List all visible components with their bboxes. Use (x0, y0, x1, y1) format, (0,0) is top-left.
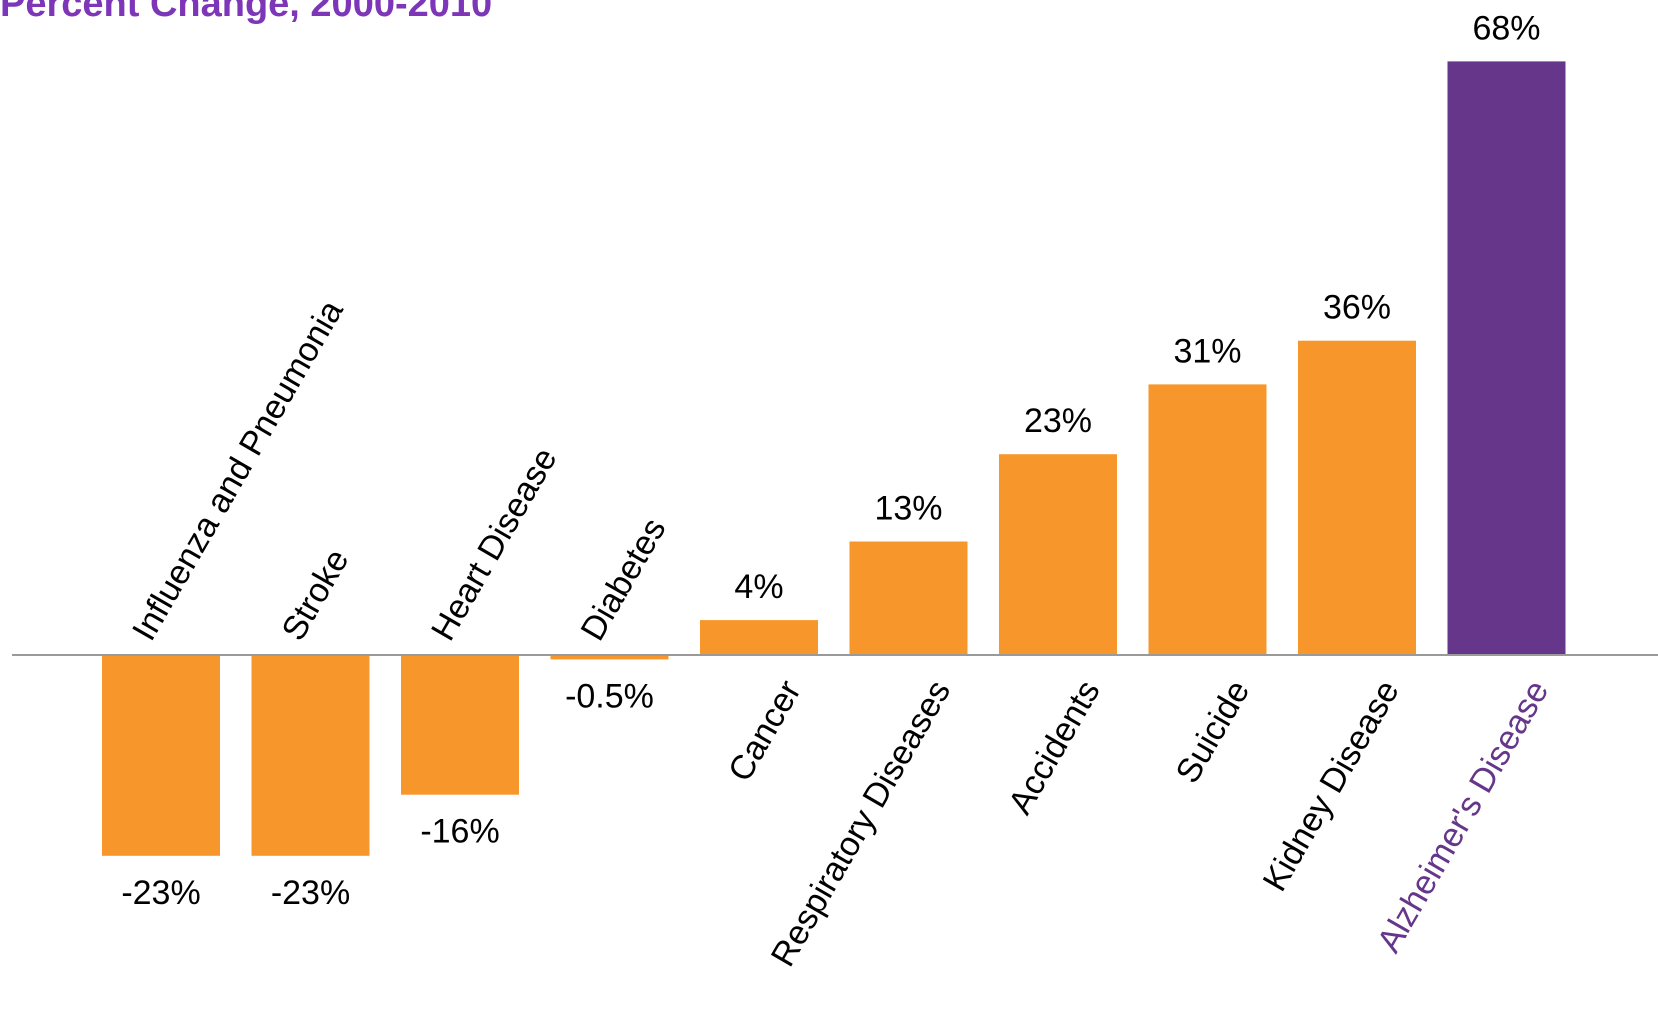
value-label-influenza-and-pneumonia: -23% (121, 874, 200, 912)
bar-influenza-and-pneumonia (102, 655, 220, 856)
value-label-stroke: -23% (271, 874, 350, 912)
category-label-heart-disease: Heart Disease (424, 441, 565, 647)
bar-accidents (999, 454, 1117, 655)
value-labels-group: -23% -23% -16% -0.5% 4% 13% 23% 31% 36% 68% (121, 9, 1540, 911)
value-label-alzheimer-s-disease: 68% (1472, 9, 1540, 47)
bar-stroke (251, 655, 370, 856)
category-label-accidents: Accidents (1001, 674, 1108, 821)
value-label-respiratory-diseases: 13% (874, 490, 942, 528)
bar-alzheimer-s-disease (1447, 61, 1566, 655)
value-label-heart-disease: -16% (420, 813, 499, 851)
category-label-cancer: Cancer (721, 674, 809, 788)
value-label-accidents: 23% (1024, 402, 1092, 440)
bar-cancer (700, 620, 818, 655)
bar-heart-disease (401, 655, 519, 795)
category-label-suicide: Suicide (1169, 674, 1258, 790)
bar-kidney-disease (1298, 340, 1416, 655)
category-label-kidney-disease: Kidney Disease (1256, 674, 1407, 898)
chart-title: Percent Change, 2000-2010 (0, 0, 493, 25)
bar-diabetes (550, 655, 669, 660)
bars-group (102, 61, 1566, 856)
category-label-alzheimer-s-disease: Alzheimer's Disease (1370, 674, 1556, 959)
value-label-suicide: 31% (1173, 332, 1241, 370)
category-label-diabetes: Diabetes (574, 512, 674, 647)
value-label-cancer: 4% (734, 568, 783, 606)
bar-respiratory-diseases (849, 541, 968, 655)
bar-suicide (1148, 384, 1267, 655)
value-label-kidney-disease: 36% (1323, 289, 1391, 327)
category-label-stroke: Stroke (275, 543, 357, 647)
value-label-diabetes: -0.5% (565, 677, 654, 715)
